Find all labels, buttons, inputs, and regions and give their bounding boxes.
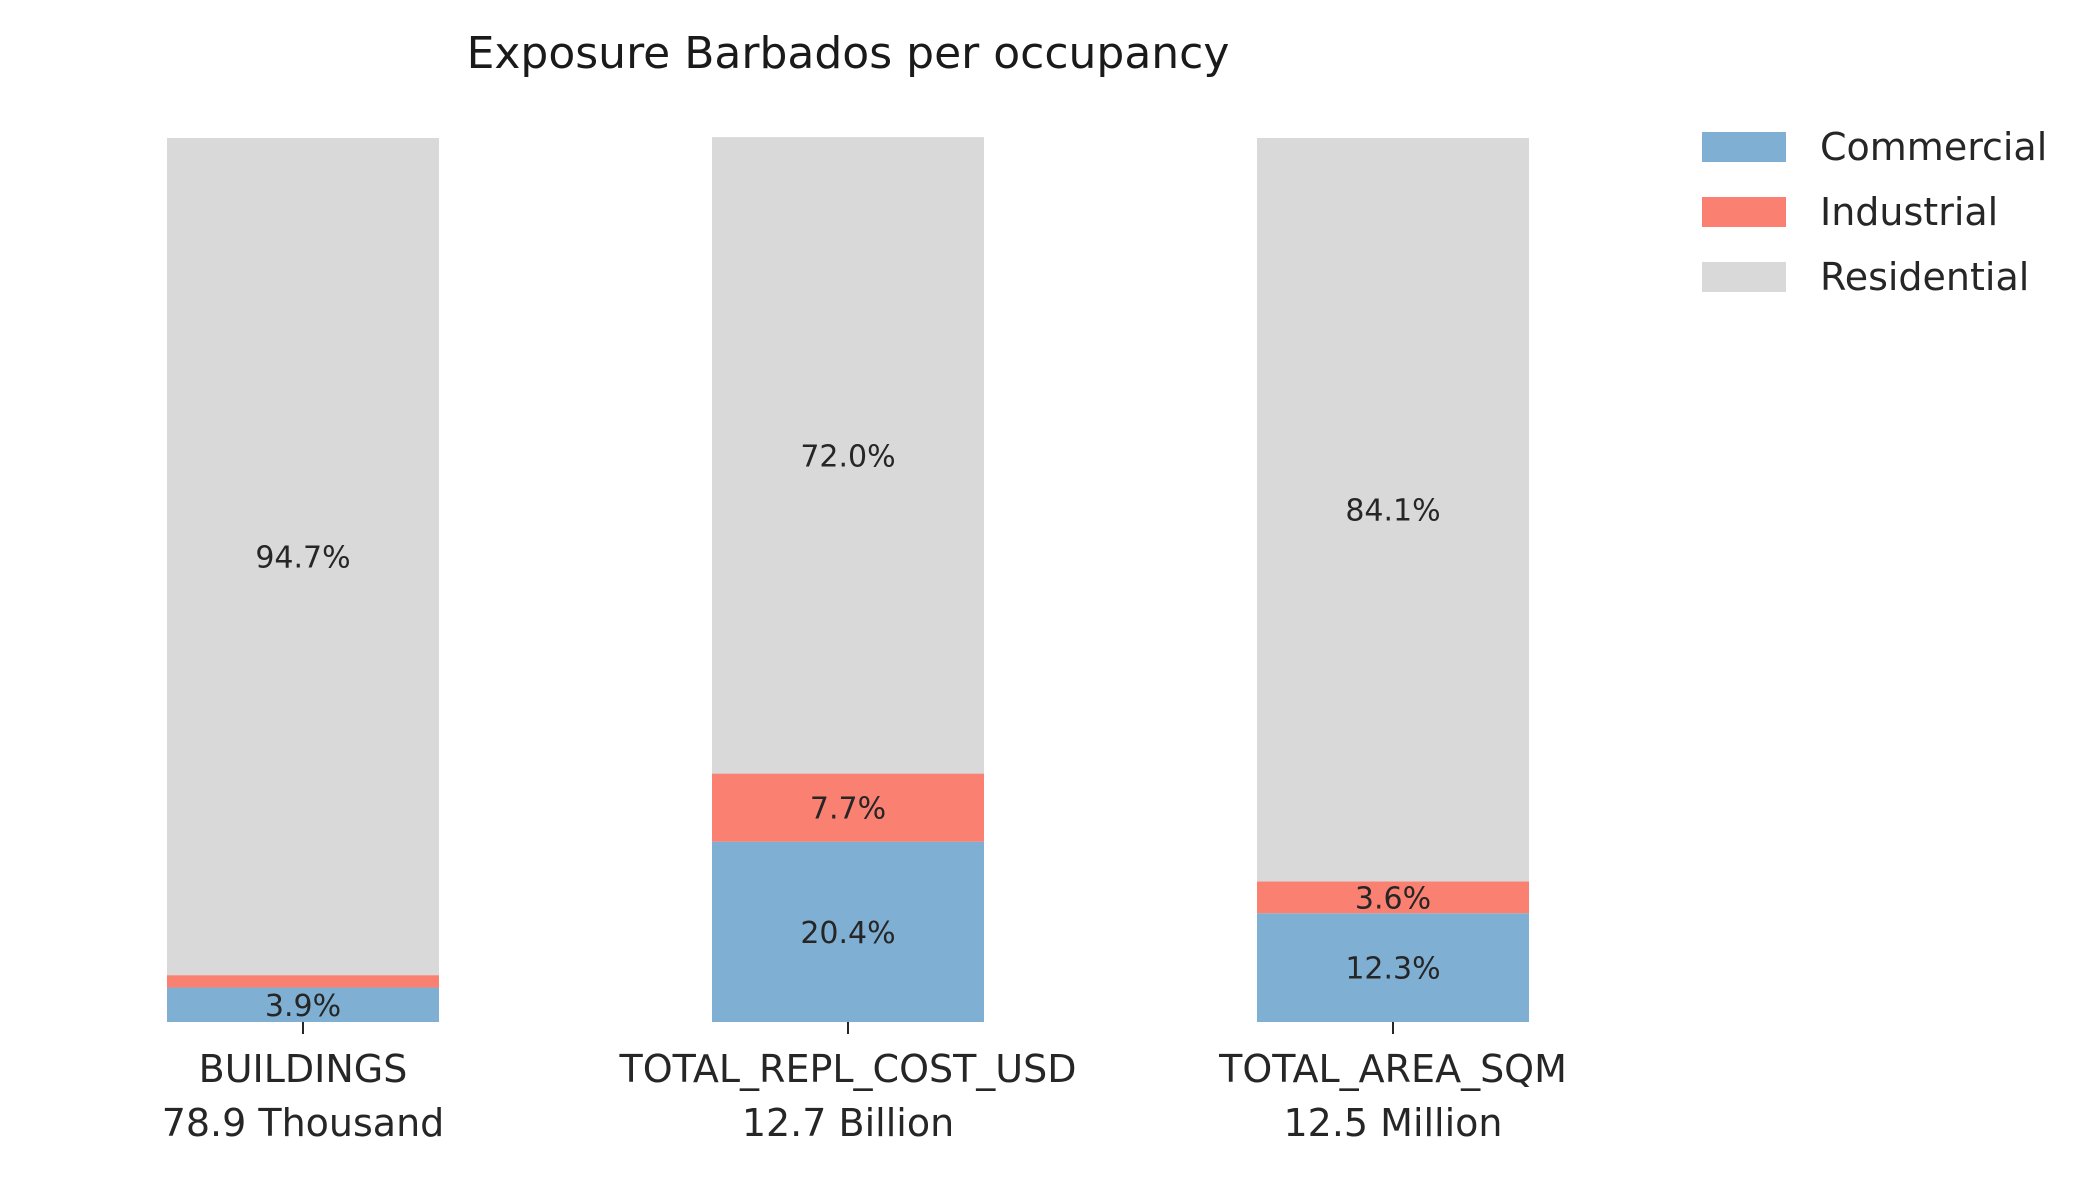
bar-segment-industrial-buildings — [167, 975, 439, 988]
data-label-residential-total-area-sqm: 84.1% — [1345, 494, 1440, 529]
data-label-commercial-total-area-sqm: 12.3% — [1345, 952, 1440, 987]
bar-segment-commercial-total-repl-cost-usd — [712, 841, 984, 1022]
legend-swatch-residential — [1702, 262, 1786, 292]
x-total-label-buildings: 78.9 Thousand — [162, 1101, 445, 1145]
bar-segment-residential-total-repl-cost-usd — [712, 137, 984, 774]
chart-title: Exposure Barbados per occupancy — [467, 28, 1230, 79]
legend-swatch-industrial — [1702, 197, 1786, 227]
data-label-commercial-buildings: 3.9% — [265, 989, 341, 1024]
data-label-industrial-total-repl-cost-usd: 7.7% — [810, 792, 886, 827]
legend-label-industrial: Industrial — [1820, 190, 1998, 234]
bar-segment-commercial-buildings — [167, 987, 439, 1022]
x-tick-label-total-repl-cost-usd: TOTAL_REPL_COST_USD — [618, 1047, 1076, 1091]
legend-label-commercial: Commercial — [1820, 125, 2047, 169]
data-label-residential-buildings: 94.7% — [255, 541, 350, 576]
x-axis: BUILDINGS 78.9 Thousand TOTAL_REPL_COST_US… — [162, 1022, 1567, 1145]
bar-segment-industrial-total-area-sqm — [1257, 881, 1529, 914]
x-tick-label-buildings: BUILDINGS — [199, 1047, 408, 1091]
segment-labels-layer: 3.9% 94.7% 20.4% 7.7% 72.0% 12.3% 3.6% 84.1% — [255, 439, 1440, 1023]
x-total-label-total-area-sqm: 12.5 Million — [1283, 1101, 1502, 1145]
bar-segment-residential-buildings — [167, 138, 439, 976]
bar-segment-industrial-total-repl-cost-usd — [712, 773, 984, 842]
bar-segment-residential-total-area-sqm — [1257, 138, 1529, 882]
data-label-industrial-total-area-sqm: 3.6% — [1355, 881, 1431, 916]
legend-label-residential: Residential — [1820, 255, 2029, 299]
bars-layer — [167, 137, 1529, 1022]
legend-swatch-commercial — [1702, 132, 1786, 162]
data-label-commercial-total-repl-cost-usd: 20.4% — [800, 916, 895, 951]
bar-segment-commercial-total-area-sqm — [1257, 913, 1529, 1022]
x-tick-label-total-area-sqm: TOTAL_AREA_SQM — [1218, 1047, 1567, 1091]
legend[interactable]: Commercial Industrial Residential — [1702, 125, 2047, 299]
data-label-residential-total-repl-cost-usd: 72.0% — [800, 439, 895, 474]
x-total-label-total-repl-cost-usd: 12.7 Billion — [742, 1101, 954, 1145]
